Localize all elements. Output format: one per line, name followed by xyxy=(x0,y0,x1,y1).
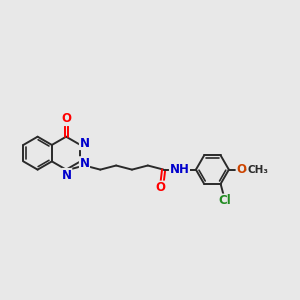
Text: O: O xyxy=(236,163,246,176)
Text: N: N xyxy=(80,136,89,149)
Text: CH₃: CH₃ xyxy=(248,165,268,175)
Text: N: N xyxy=(80,157,89,170)
Text: Cl: Cl xyxy=(218,194,231,207)
Text: NH: NH xyxy=(169,163,189,176)
Text: O: O xyxy=(61,112,71,125)
Text: O: O xyxy=(155,181,166,194)
Text: N: N xyxy=(62,169,72,182)
